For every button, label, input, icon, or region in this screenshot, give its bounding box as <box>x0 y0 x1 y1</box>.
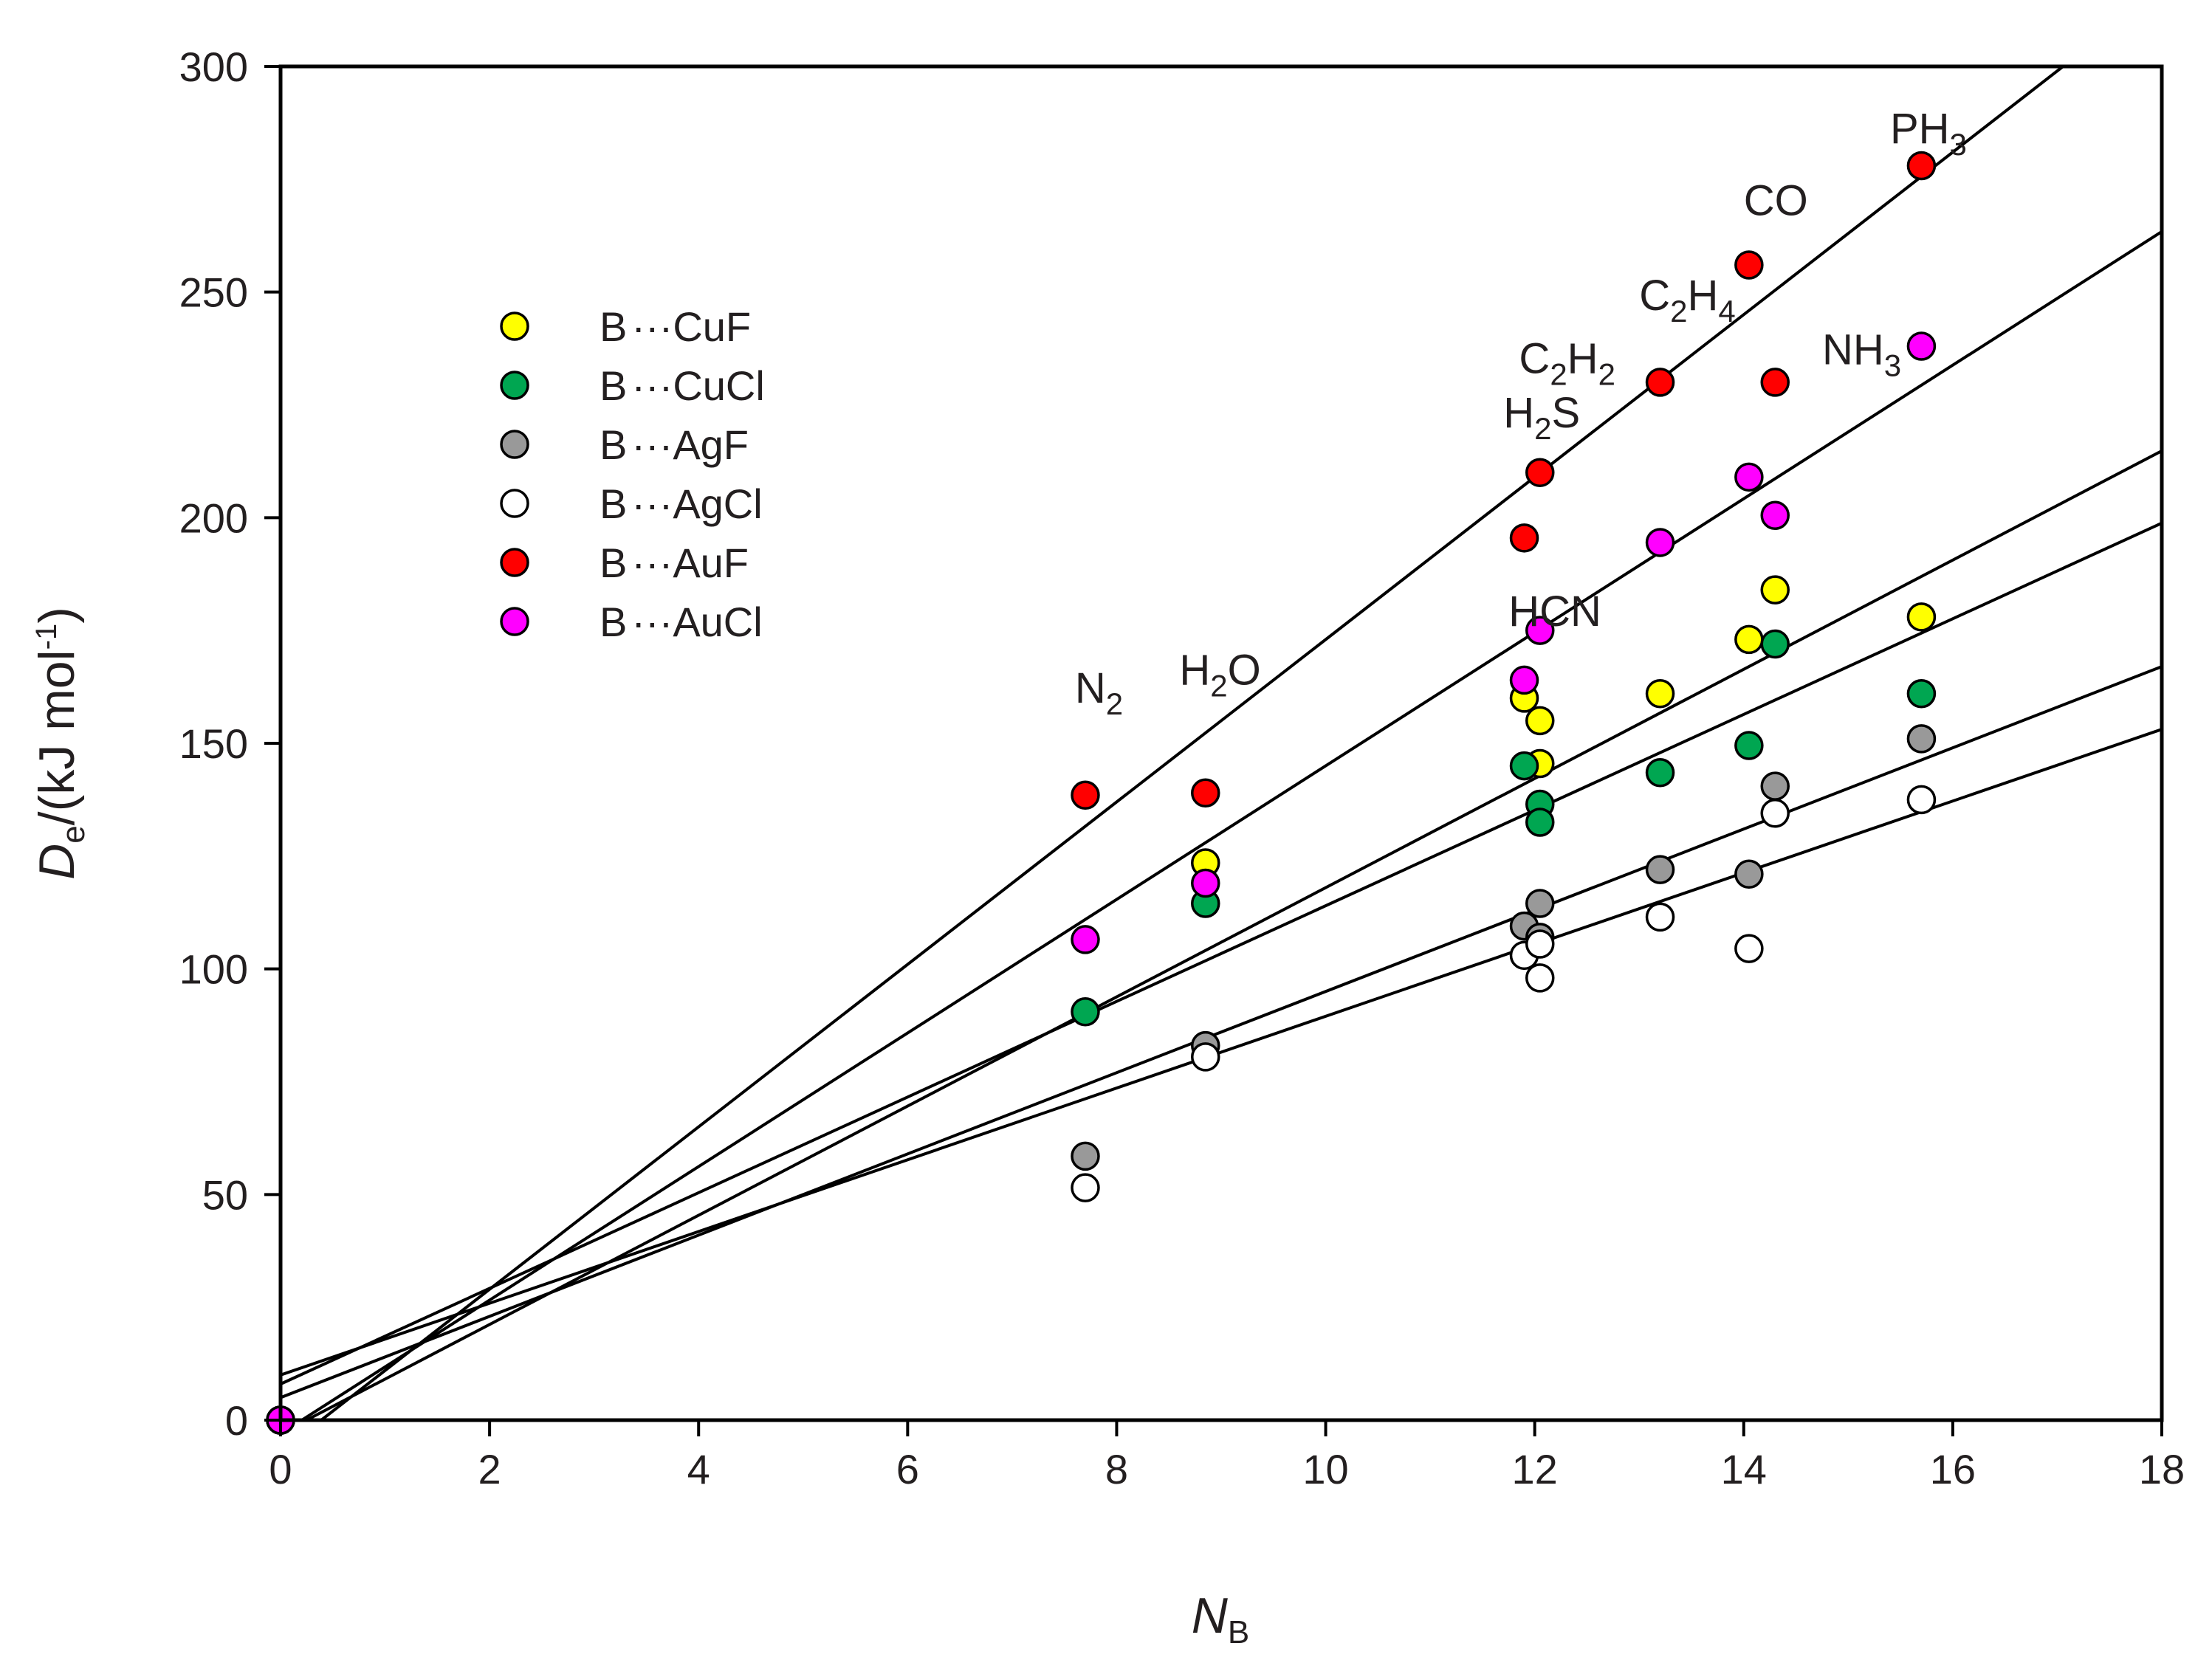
point-auf-8 <box>1906 151 1937 181</box>
legend-label-auf: B ···AuF <box>600 540 749 586</box>
point-auf-1 <box>1071 780 1100 810</box>
point-auf-6 <box>1734 250 1764 280</box>
point-cuf-7 <box>1760 575 1790 605</box>
point-cucl-9 <box>1906 679 1937 709</box>
legend-label-aucl: B ···AuCl <box>600 599 763 645</box>
point-cuf-6 <box>1734 624 1764 655</box>
point-agcl-5 <box>1525 963 1555 993</box>
legend-marker-cucl <box>500 371 529 400</box>
point-auf-5 <box>1645 368 1675 397</box>
point-aucl-2 <box>1191 868 1220 898</box>
legend-marker-auf <box>500 548 529 577</box>
point-auf-7 <box>1760 368 1790 397</box>
point-aucl-6 <box>1734 462 1764 492</box>
legend-marker-agcl <box>500 489 529 518</box>
x-tick-label: 0 <box>269 1446 292 1492</box>
point-auf-2 <box>1191 778 1220 807</box>
point-aucl-8 <box>1906 331 1937 361</box>
point-cucl-5 <box>1525 807 1555 837</box>
point-cucl-3 <box>1509 751 1539 781</box>
point-agcl-2 <box>1191 1042 1220 1072</box>
fit-line-cucl <box>280 521 2163 1385</box>
y-tick-label: 50 <box>202 1171 248 1218</box>
label-co: CO <box>1744 177 1808 225</box>
point-aucl-3 <box>1509 665 1539 695</box>
point-auf-3 <box>1509 523 1539 553</box>
legend-marker-aucl <box>500 607 529 636</box>
fit-line-aucl <box>300 230 2163 1422</box>
y-tick-label: 200 <box>179 495 248 541</box>
point-agcl-7 <box>1734 934 1764 963</box>
point-cucl-1 <box>1071 996 1100 1027</box>
point-agcl-1 <box>1071 1173 1100 1202</box>
legend: B ···CuF B ···CuCl B ···AgF B ···AgCl B ···AuF B ··… <box>500 303 765 645</box>
label-h2s: H2S <box>1503 389 1580 446</box>
x-tick-label: 10 <box>1302 1446 1348 1492</box>
y-tick-label: 300 <box>179 44 248 90</box>
point-agcl-6 <box>1645 902 1675 932</box>
point-aucl-4 <box>1525 616 1555 645</box>
label-n2: N2 <box>1075 664 1123 721</box>
point-agf-8 <box>1760 771 1790 801</box>
label-c2h4: C2H4 <box>1639 272 1736 328</box>
point-cucl-8 <box>1760 629 1790 659</box>
legend-label-cucl: B ···CuCl <box>600 362 765 409</box>
x-tick-label: 14 <box>1721 1446 1767 1492</box>
plot-frame <box>278 64 2164 1422</box>
point-cucl-7 <box>1734 731 1764 760</box>
label-h2o: H2O <box>1179 647 1260 703</box>
x-tick-label: 16 <box>1930 1446 1976 1492</box>
fit-line-agf <box>280 665 2163 1399</box>
fit-lines <box>280 65 2163 1422</box>
point-agcl-4 <box>1525 929 1555 959</box>
point-agf-6 <box>1645 855 1675 884</box>
data-markers <box>266 151 1937 1435</box>
point-cuf-5 <box>1645 679 1675 709</box>
axis-ticks: 0 2 4 6 8 10 12 14 16 18 0 50 100 150 200 250 300 <box>179 44 2185 1492</box>
fit-line-agcl <box>280 728 2163 1377</box>
point-auf-4 <box>1525 458 1555 487</box>
x-tick-label: 4 <box>687 1446 710 1492</box>
point-agf-1 <box>1071 1141 1100 1171</box>
label-hcn: HCN <box>1508 588 1601 636</box>
y-axis-title: De/(kJ mol-1) <box>29 607 92 880</box>
legend-label-agcl: B ···AgCl <box>600 481 763 527</box>
point-aucl-5 <box>1645 528 1675 557</box>
label-c2h2: C2H2 <box>1519 335 1615 392</box>
point-agf-4 <box>1525 889 1555 918</box>
y-tick-label: 250 <box>179 269 248 316</box>
x-tick-label: 2 <box>478 1446 501 1492</box>
point-cucl-6 <box>1645 757 1675 788</box>
x-tick-label: 18 <box>2139 1446 2185 1492</box>
legend-marker-cuf <box>500 311 529 341</box>
label-nh3: NH3 <box>1822 326 1901 382</box>
point-cuf-3 <box>1525 706 1555 736</box>
y-tick-label: 150 <box>179 720 248 767</box>
fit-line-auf <box>320 65 2064 1422</box>
y-tick-label: 0 <box>225 1397 248 1444</box>
x-tick-label: 12 <box>1512 1446 1558 1492</box>
label-ph3: PH3 <box>1890 105 1967 162</box>
point-agf-7 <box>1734 859 1764 889</box>
legend-label-cuf: B ···CuF <box>600 303 751 350</box>
point-agcl-9 <box>1906 785 1937 815</box>
legend-marker-agf <box>500 430 529 459</box>
point-agf-9 <box>1906 724 1937 754</box>
point-agcl-8 <box>1760 799 1790 828</box>
fit-line-cuf <box>306 450 2163 1422</box>
x-tick-label: 8 <box>1105 1446 1128 1492</box>
y-tick-label: 100 <box>179 946 248 993</box>
point-cuf-8 <box>1906 602 1937 632</box>
point-aucl-7 <box>1760 500 1790 531</box>
legend-label-agf: B ···AgF <box>600 421 749 468</box>
x-tick-label: 6 <box>896 1446 919 1492</box>
x-axis-title: NB <box>1192 1588 1249 1650</box>
point-aucl-1 <box>1071 925 1100 954</box>
